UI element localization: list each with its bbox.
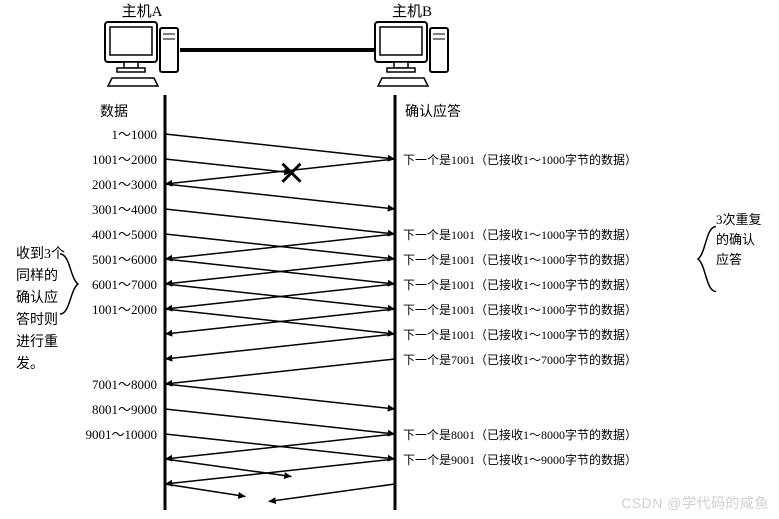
data-label: 1～1000: [111, 127, 157, 142]
left-note-line: 同样的: [16, 268, 58, 284]
right-note-line: 3次重复: [716, 212, 762, 227]
watermark: CSDN @学代码的咸鱼: [621, 493, 769, 513]
send-arrow-partial: [165, 459, 292, 479]
ack-label: 下一个是1001（已接收1～1000字节的数据）: [403, 252, 637, 267]
ack-arrow: [165, 334, 395, 362]
right-note-line: 的确认: [716, 232, 755, 247]
data-label: 1001～2000: [92, 302, 157, 317]
send-arrow: [165, 409, 395, 437]
ack-label: 下一个是1001（已接收1～1000字节的数据）: [403, 327, 637, 342]
header-data: 数据: [100, 104, 128, 120]
right-note-line: 应答: [716, 252, 742, 267]
host-a-label: 主机A: [122, 3, 163, 20]
host-b-label: 主机B: [392, 3, 432, 20]
ack-label: 下一个是1001（已接收1～1000字节的数据）: [403, 227, 637, 242]
data-label: 8001～9000: [92, 402, 157, 417]
send-arrow: [165, 209, 395, 237]
data-label: 9001～10000: [85, 427, 157, 442]
ack-label: 下一个是1001（已接收1～1000字节的数据）: [403, 277, 637, 292]
data-label: 7001～8000: [92, 377, 157, 392]
host-a: [105, 22, 178, 86]
left-note-line: 进行重: [16, 334, 58, 350]
ack-arrow: [165, 359, 395, 387]
right-brace: [698, 227, 716, 292]
send-arrow: [165, 184, 395, 212]
left-note-line: 收到3个: [16, 246, 65, 262]
data-label: 1001～2000: [92, 152, 157, 167]
send-arrow-partial: [165, 484, 246, 499]
data-label: 4001～5000: [92, 227, 157, 242]
header-ack: 确认应答: [405, 103, 461, 120]
tcp-retransmit-diagram: 主机A 主机B 数据 确认应答 1～1000 1001～2000 2001～3000 3001…: [0, 0, 779, 519]
data-label: 2001～3000: [92, 177, 157, 192]
left-note-line: 答时则: [16, 311, 58, 328]
ack-label: 下一个是8001（已接收1～8000字节的数据）: [403, 427, 637, 442]
data-label: 3001～4000: [92, 202, 157, 217]
left-note-line: 确认应: [16, 289, 58, 306]
ack-label: 下一个是1001（已接收1～1000字节的数据）: [403, 302, 637, 317]
left-note-line: 发。: [16, 356, 44, 372]
ack-label: 下一个是1001（已接收1～1000字节的数据）: [403, 152, 637, 167]
send-arrow: [165, 384, 395, 412]
ack-label: 下一个是9001（已接收1～9000字节的数据）: [403, 452, 637, 467]
ack-arrow-partial: [269, 484, 396, 504]
host-b: [375, 22, 448, 86]
data-label: 5001～6000: [92, 252, 157, 267]
data-label: 6001～7000: [92, 277, 157, 292]
send-arrow: [165, 134, 395, 162]
ack-label: 下一个是7001（已接收1～7000字节的数据）: [403, 352, 637, 367]
left-brace: [60, 254, 78, 314]
